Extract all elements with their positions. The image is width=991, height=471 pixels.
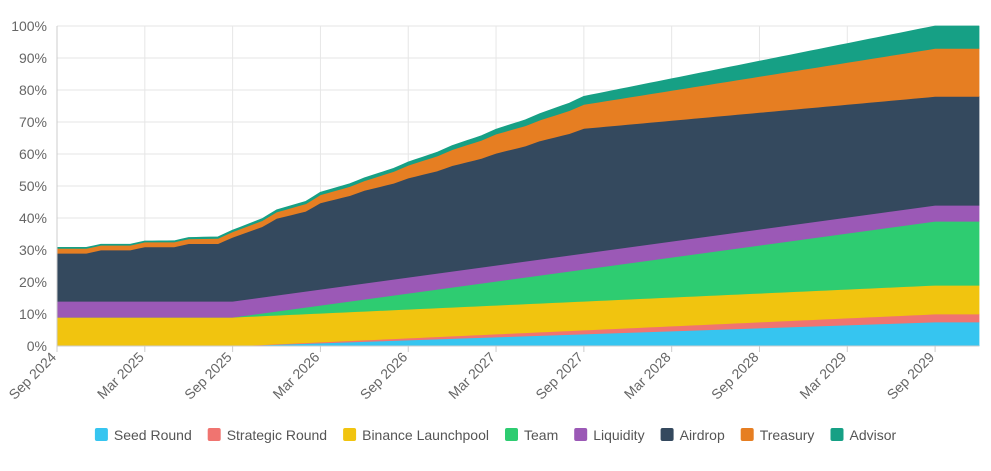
y-tick-label: 80% (19, 82, 47, 98)
y-tick-label: 0% (27, 338, 47, 354)
x-tick-label: Sep 2024 (5, 349, 59, 403)
area-series-layer (56, 25, 980, 347)
y-tick-label: 100% (11, 18, 47, 34)
legend-swatch (94, 428, 108, 441)
y-tick-label: 40% (19, 210, 47, 226)
area-advisor[interactable] (56, 25, 980, 249)
legend-label: Team (524, 427, 558, 443)
x-tick-label: Mar 2028 (621, 349, 674, 402)
y-tick-label: 90% (19, 50, 47, 66)
x-tick-label: Sep 2025 (181, 349, 235, 403)
legend-label: Binance Launchpool (362, 427, 489, 443)
x-tick-label: Mar 2025 (94, 349, 147, 402)
x-tick-label: Sep 2027 (532, 349, 586, 403)
y-tick-label: 50% (19, 178, 47, 194)
legend-swatch (207, 428, 221, 441)
legend-swatch (830, 428, 844, 441)
y-tick-label: 60% (19, 146, 47, 162)
legend-item-binance-launchpool[interactable]: Binance Launchpool (343, 427, 489, 443)
y-tick-label: 70% (19, 114, 47, 130)
legend-swatch (574, 428, 588, 441)
y-tick-label: 10% (19, 306, 47, 322)
legend-item-seed-round[interactable]: Seed Round (94, 427, 192, 443)
legend-swatch (505, 428, 518, 441)
x-tick-label: Mar 2029 (796, 349, 849, 402)
legend[interactable]: Seed Round Strategic Round Binance Launchp… (94, 427, 897, 443)
legend-label: Treasury (760, 427, 815, 443)
x-tick-label: Sep 2028 (708, 349, 762, 403)
legend-item-treasury[interactable]: Treasury (740, 427, 815, 443)
y-tick-label: 30% (19, 242, 47, 258)
x-tick-label: Sep 2026 (357, 349, 411, 403)
legend-item-team[interactable]: Team (505, 427, 558, 443)
legend-swatch (660, 428, 674, 441)
legend-item-liquidity[interactable]: Liquidity (574, 427, 645, 443)
legend-label: Strategic Round (227, 427, 327, 443)
legend-swatch (740, 428, 754, 441)
legend-label: Airdrop (680, 427, 725, 443)
y-tick-label: 20% (19, 274, 47, 290)
legend-label: Seed Round (114, 427, 192, 443)
legend-item-strategic-round[interactable]: Strategic Round (207, 427, 327, 443)
legend-item-advisor[interactable]: Advisor (830, 427, 897, 443)
legend-label: Liquidity (593, 427, 644, 443)
x-tick-label: Sep 2029 (884, 349, 938, 403)
legend-label: Advisor (850, 427, 897, 443)
x-tick-label: Mar 2027 (445, 349, 498, 402)
legend-swatch (343, 428, 357, 441)
legend-item-airdrop[interactable]: Airdrop (660, 427, 725, 443)
x-tick-label: Mar 2026 (269, 349, 322, 402)
